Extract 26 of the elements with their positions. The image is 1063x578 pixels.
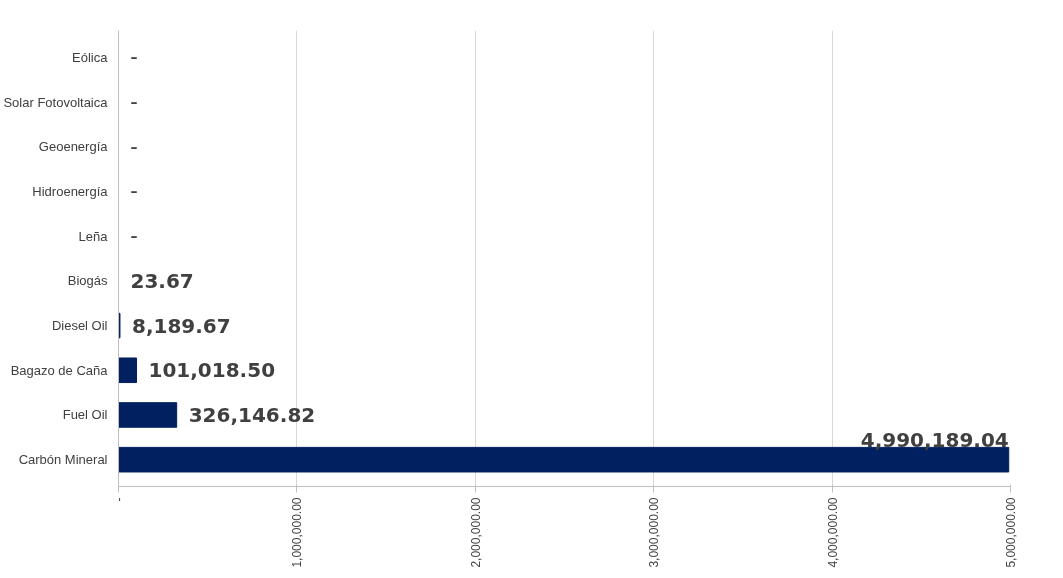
y-tick-label: Solar Fotovoltaica <box>3 94 109 110</box>
data-label: 4,990,189.04 <box>860 428 1009 453</box>
data-label: – <box>130 49 138 66</box>
y-tick-label: Fuel Oil <box>62 407 108 423</box>
data-label: – <box>130 228 138 245</box>
data-label: 8,189.67 <box>131 313 231 338</box>
x-tick-label: 2,000,000.00 <box>468 497 483 568</box>
data-label: 326,146.82 <box>188 402 316 427</box>
y-tick-label: Carbón Mineral <box>18 452 108 468</box>
x-tick-label: - <box>112 497 126 502</box>
data-label: – <box>130 138 138 155</box>
y-tick-label: Leña <box>78 228 109 244</box>
y-tick-label: Biogás <box>67 273 108 289</box>
x-tick-label: 5,000,000.00 <box>1004 497 1018 568</box>
y-tick-label: Bagazo de Caña <box>10 362 109 378</box>
data-label: – <box>130 94 138 111</box>
x-tick-label: 3,000,000.00 <box>647 497 662 568</box>
data-label: 101,018.50 <box>148 358 276 383</box>
data-label: – <box>130 183 138 200</box>
x-tick-label: 1,000,000.00 <box>290 497 305 568</box>
data-label: 23.67 <box>130 268 194 293</box>
y-tick-label: Eólica <box>72 49 109 65</box>
x-tick-label: 4,000,000.00 <box>825 497 840 568</box>
y-tick-label: Hidroenergía <box>32 183 109 199</box>
y-tick-label: Diesel Oil <box>51 318 108 334</box>
y-tick-label: Geoenergía <box>38 139 109 155</box>
